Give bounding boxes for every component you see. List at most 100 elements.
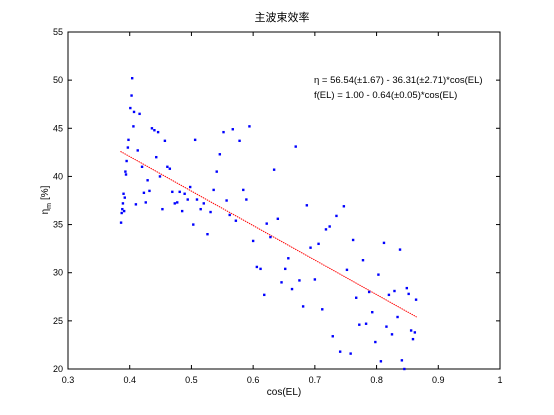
data-point bbox=[228, 213, 231, 217]
x-tick-label: 0.5 bbox=[185, 375, 198, 385]
data-point bbox=[144, 201, 147, 204]
data-point bbox=[290, 287, 294, 291]
data-point bbox=[120, 211, 123, 215]
data-point bbox=[186, 198, 189, 201]
data-point bbox=[122, 209, 126, 213]
data-point bbox=[121, 202, 125, 205]
data-point bbox=[400, 359, 404, 362]
x-tick-label: 0.6 bbox=[247, 375, 260, 385]
data-point bbox=[130, 94, 133, 97]
data-point bbox=[403, 367, 406, 371]
data-point bbox=[413, 331, 417, 334]
data-point bbox=[342, 205, 346, 208]
data-point bbox=[294, 145, 297, 148]
data-point bbox=[142, 191, 146, 194]
data-point bbox=[345, 268, 349, 272]
plot-area bbox=[67, 31, 501, 370]
data-point bbox=[398, 248, 402, 251]
data-point bbox=[155, 155, 158, 159]
data-point bbox=[407, 292, 410, 296]
data-point bbox=[126, 146, 130, 149]
data-point bbox=[328, 225, 331, 228]
data-point bbox=[269, 235, 272, 239]
data-point bbox=[411, 337, 415, 341]
data-point bbox=[414, 298, 418, 301]
data-point bbox=[134, 203, 138, 206]
data-point bbox=[132, 110, 136, 114]
data-point bbox=[166, 165, 169, 168]
x-axis-label: cos(EL) bbox=[267, 387, 301, 398]
data-point bbox=[206, 233, 209, 236]
data-point bbox=[195, 198, 199, 201]
data-point bbox=[119, 221, 123, 224]
data-point bbox=[248, 125, 251, 128]
data-point bbox=[222, 130, 225, 134]
data-point bbox=[178, 190, 181, 194]
data-point bbox=[129, 106, 132, 110]
data-point bbox=[393, 289, 396, 293]
x-tick-label: 0.9 bbox=[432, 375, 445, 385]
data-point bbox=[163, 139, 167, 143]
data-point bbox=[280, 281, 283, 284]
data-point bbox=[367, 290, 371, 294]
data-point bbox=[123, 196, 126, 199]
x-tick-label: 1 bbox=[497, 375, 502, 385]
data-point bbox=[238, 139, 241, 143]
data-point bbox=[349, 352, 352, 355]
y-tick-label: 30 bbox=[53, 268, 63, 278]
data-point bbox=[361, 258, 365, 262]
y-axis-ticks: 20 25 30 35 40 45 50 55 bbox=[53, 27, 500, 374]
data-point bbox=[317, 242, 320, 246]
data-point bbox=[298, 279, 301, 282]
data-point bbox=[188, 185, 192, 189]
data-point bbox=[202, 202, 205, 205]
data-point bbox=[405, 286, 409, 290]
data-point bbox=[385, 325, 388, 328]
y-tick-label: 55 bbox=[53, 27, 63, 37]
data-point bbox=[180, 209, 184, 213]
y-tick-label: 35 bbox=[53, 220, 63, 230]
data-point bbox=[138, 112, 141, 116]
data-point bbox=[231, 128, 234, 131]
data-point bbox=[358, 323, 361, 326]
data-point bbox=[251, 239, 255, 243]
data-point bbox=[379, 360, 383, 363]
data-point bbox=[331, 335, 334, 338]
data-point bbox=[127, 138, 130, 142]
data-point bbox=[276, 217, 280, 220]
y-tick-label: 45 bbox=[53, 123, 63, 133]
data-point bbox=[183, 192, 186, 195]
data-point bbox=[284, 267, 287, 271]
data-point bbox=[176, 201, 179, 204]
data-point bbox=[173, 202, 176, 205]
data-point bbox=[387, 293, 391, 297]
data-point bbox=[301, 305, 305, 308]
data-point bbox=[161, 207, 164, 211]
annotation-efficiency-function: f(EL) = 1.00 - 0.64(±0.05)*cos(EL) bbox=[314, 90, 457, 101]
data-point bbox=[122, 192, 125, 195]
data-point bbox=[153, 129, 156, 132]
data-point bbox=[146, 179, 149, 182]
data-point bbox=[335, 214, 338, 218]
data-point bbox=[209, 210, 212, 214]
data-point bbox=[130, 77, 134, 80]
x-tick-label: 0.8 bbox=[370, 375, 383, 385]
data-point bbox=[382, 241, 386, 245]
data-point bbox=[259, 267, 262, 271]
y-axis-label-symbol: η bbox=[40, 209, 51, 215]
data-point bbox=[287, 257, 290, 260]
data-point bbox=[168, 167, 172, 170]
data-point bbox=[171, 190, 174, 194]
data-point bbox=[265, 222, 268, 225]
data-point bbox=[324, 228, 328, 231]
data-point bbox=[124, 173, 128, 176]
data-point bbox=[377, 273, 380, 276]
data-point bbox=[215, 170, 218, 173]
svg-text:ηm[%]: ηm [%] bbox=[40, 185, 53, 214]
y-tick-label: 25 bbox=[53, 316, 63, 326]
y-axis-label-subscript: m bbox=[46, 203, 53, 209]
data-point bbox=[212, 188, 215, 192]
data-point bbox=[242, 188, 245, 192]
data-point bbox=[351, 238, 355, 242]
data-point bbox=[150, 127, 154, 130]
